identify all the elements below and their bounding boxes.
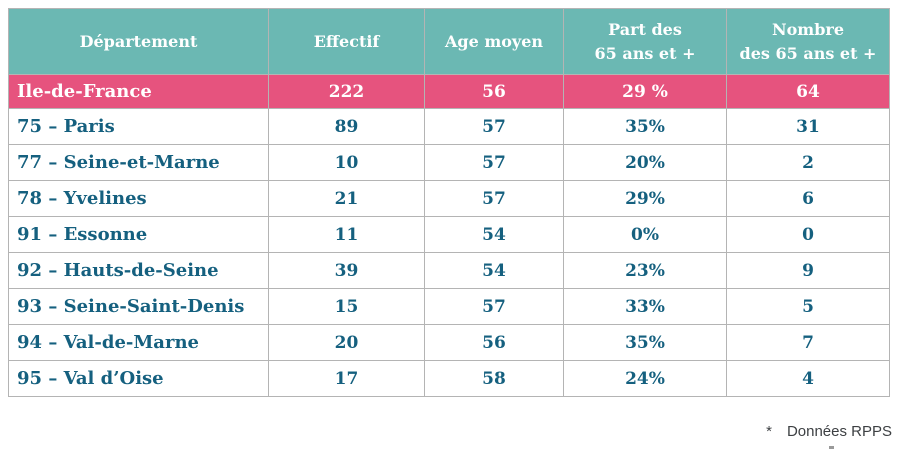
table-row-78-yvelines: 78 – Yvelines 21 57 29% 6 xyxy=(8,180,890,217)
cell-effectif: 21 xyxy=(268,180,425,217)
departement-label: 78 – Yvelines xyxy=(8,180,269,217)
cell-effectif: 15 xyxy=(268,288,425,325)
cell-part-65: 0% xyxy=(563,216,727,253)
footnote-donnees-rpps: * Données RPPS xyxy=(766,423,892,440)
column-header-nombre-65: Nombre des 65 ans et + xyxy=(726,8,890,75)
table-row-95-val-d-oise: 95 – Val d’Oise 17 58 24% 4 xyxy=(8,360,890,397)
cell-nombre-65: 7 xyxy=(726,324,890,361)
total-age-moyen: 56 xyxy=(424,74,564,109)
cell-effectif: 10 xyxy=(268,144,425,181)
cell-nombre-65: 4 xyxy=(726,360,890,397)
footnote-asterisk: * xyxy=(766,423,772,440)
departement-label: 77 – Seine-et-Marne xyxy=(8,144,269,181)
column-header-label: Age moyen xyxy=(444,31,544,51)
column-header-label: Département xyxy=(79,31,198,51)
cell-nombre-65: 2 xyxy=(726,144,890,181)
cell-nombre-65: 31 xyxy=(726,108,890,145)
column-header-effectif: Effectif xyxy=(268,8,425,75)
departement-label: 95 – Val d’Oise xyxy=(8,360,269,397)
cell-effectif: 20 xyxy=(268,324,425,361)
cell-part-65: 23% xyxy=(563,252,727,289)
cell-age-moyen: 57 xyxy=(424,144,564,181)
total-row-ile-de-france: Ile-de-France 222 56 29 % 64 xyxy=(8,74,890,109)
column-header-label: Nombre des 65 ans et + xyxy=(739,20,877,63)
table-row-75-paris: 75 – Paris 89 57 35% 31 xyxy=(8,108,890,145)
column-header-label: Effectif xyxy=(313,31,380,51)
table-row-93-seine-saint-denis: 93 – Seine-Saint-Denis 15 57 33% 5 xyxy=(8,288,890,325)
cell-age-moyen: 57 xyxy=(424,180,564,217)
departement-label: 92 – Hauts-de-Seine xyxy=(8,252,269,289)
cell-part-65: 29% xyxy=(563,180,727,217)
total-nombre-65: 64 xyxy=(726,74,890,109)
table-row-91-essonne: 91 – Essonne 11 54 0% 0 xyxy=(8,216,890,253)
departement-label: 91 – Essonne xyxy=(8,216,269,253)
cell-age-moyen: 57 xyxy=(424,108,564,145)
cell-effectif: 17 xyxy=(268,360,425,397)
cell-age-moyen: 54 xyxy=(424,252,564,289)
cell-effectif: 11 xyxy=(268,216,425,253)
table-row-92-hauts-de-seine: 92 – Hauts-de-Seine 39 54 23% 9 xyxy=(8,252,890,289)
cell-effectif: 89 xyxy=(268,108,425,145)
cell-part-65: 24% xyxy=(563,360,727,397)
cell-part-65: 35% xyxy=(563,324,727,361)
total-effectif: 222 xyxy=(268,74,425,109)
departement-label: 93 – Seine-Saint-Denis xyxy=(8,288,269,325)
footnote-text: Données RPPS xyxy=(786,423,892,440)
cell-effectif: 39 xyxy=(268,252,425,289)
cell-part-65: 20% xyxy=(563,144,727,181)
column-header-part-65: Part des 65 ans et + xyxy=(563,8,727,75)
cell-age-moyen: 56 xyxy=(424,324,564,361)
cell-nombre-65: 5 xyxy=(726,288,890,325)
region-label: Ile-de-France xyxy=(8,74,269,109)
header-row: Département Effectif Age moyen Part des … xyxy=(8,8,890,75)
column-header-departement: Département xyxy=(8,8,269,75)
cell-age-moyen: 58 xyxy=(424,360,564,397)
departement-label: 94 – Val-de-Marne xyxy=(8,324,269,361)
total-part-65: 29 % xyxy=(563,74,727,109)
cell-nombre-65: 9 xyxy=(726,252,890,289)
table-row-77-seine-et-marne: 77 – Seine-et-Marne 10 57 20% 2 xyxy=(8,144,890,181)
departement-label: 75 – Paris xyxy=(8,108,269,145)
column-header-age-moyen: Age moyen xyxy=(424,8,564,75)
cell-age-moyen: 57 xyxy=(424,288,564,325)
column-header-label: Part des 65 ans et + xyxy=(594,20,696,63)
departments-table: Département Effectif Age moyen Part des … xyxy=(8,8,890,397)
cutoff-text-fragment xyxy=(829,446,834,449)
cell-age-moyen: 54 xyxy=(424,216,564,253)
cell-part-65: 35% xyxy=(563,108,727,145)
table-row-94-val-de-marne: 94 – Val-de-Marne 20 56 35% 7 xyxy=(8,324,890,361)
cell-part-65: 33% xyxy=(563,288,727,325)
cell-nombre-65: 6 xyxy=(726,180,890,217)
cell-nombre-65: 0 xyxy=(726,216,890,253)
